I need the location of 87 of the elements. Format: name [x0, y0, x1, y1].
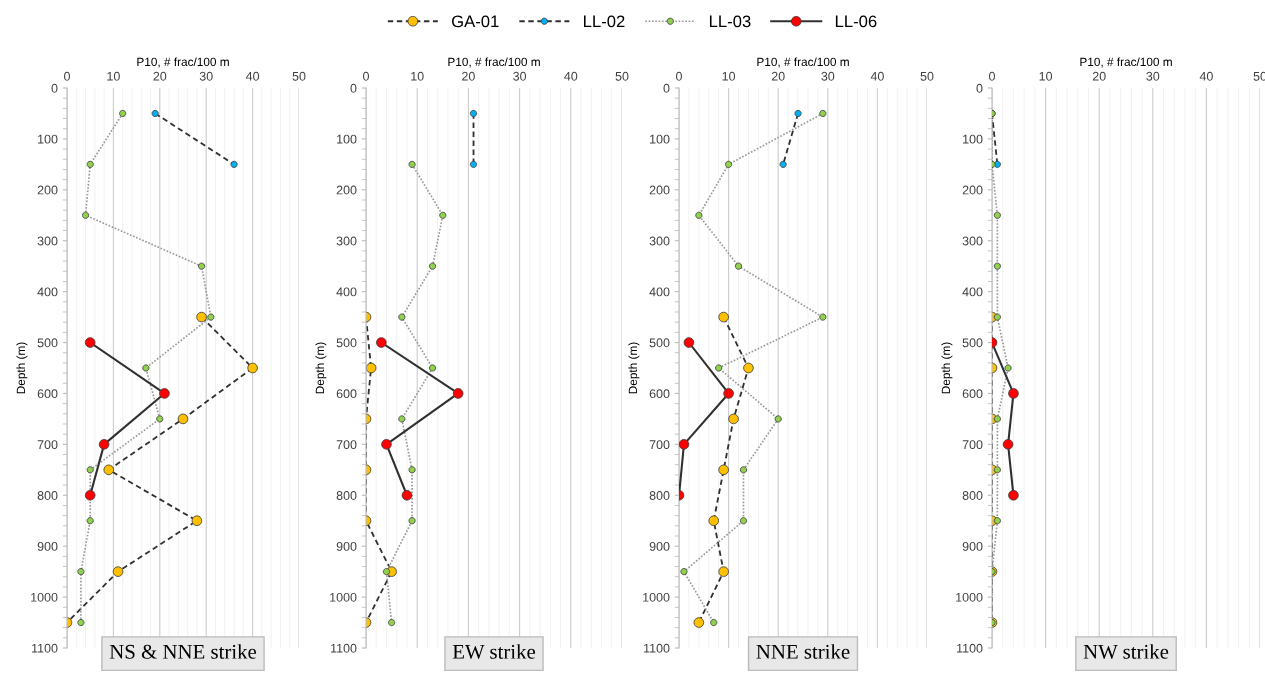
x-tick-label: 50	[292, 71, 306, 81]
y-tick-label: 0	[350, 83, 357, 93]
x-tick-label: 40	[870, 71, 884, 81]
annotation: NW strike	[1083, 644, 1169, 659]
x-tick-label: 10	[1039, 71, 1053, 81]
y-tick-label: 1000	[956, 592, 983, 602]
legend-label: LL-02	[584, 15, 625, 28]
x-tick-label: 0	[363, 71, 369, 81]
y-axis-title: Depth (m)	[941, 342, 953, 394]
x-tick-label: 50	[920, 71, 934, 81]
y-tick-label: 100	[963, 134, 983, 144]
y-axis-title: Depth (m)	[16, 342, 28, 394]
y-tick-label: 700	[37, 440, 58, 450]
y-tick-label: 600	[37, 389, 58, 399]
x-tick-label: 10	[722, 71, 736, 81]
x-tick-label: 30	[513, 71, 527, 81]
x-axis-title: P10, # frac/100 m	[757, 57, 849, 68]
y-tick-label: 900	[37, 541, 58, 551]
legend-label: LL-06	[835, 15, 877, 28]
y-tick-label: 800	[336, 491, 357, 500]
x-tick-label: 30	[1146, 71, 1160, 81]
y-tick-label: 800	[649, 491, 670, 500]
x-tick-label: 50	[615, 71, 629, 81]
y-tick-label: 1100	[957, 643, 983, 653]
y-tick-label: 200	[962, 185, 983, 195]
y-tick-label: 800	[37, 491, 58, 500]
y-tick-label: 700	[962, 440, 983, 450]
y-tick-label: 100	[337, 134, 357, 144]
x-axis-title: P10, # frac/100 m	[1080, 57, 1172, 68]
y-tick-label: 400	[37, 287, 58, 297]
x-axis-title: P10, # frac/100 m	[137, 57, 229, 68]
x-tick-label: 20	[153, 71, 167, 81]
x-tick-label: 20	[771, 71, 785, 81]
y-tick-label: 1100	[331, 643, 357, 653]
y-tick-label: 900	[962, 541, 983, 551]
x-tick-label: 40	[564, 71, 578, 81]
x-tick-label: 40	[245, 71, 260, 81]
y-tick-label: 1000	[643, 592, 670, 602]
y-tick-label: 1000	[330, 592, 357, 602]
y-tick-label: 200	[336, 185, 357, 195]
y-tick-label: 400	[649, 287, 670, 297]
y-tick-label: 300	[37, 236, 58, 246]
y-tick-label: 500	[37, 338, 58, 348]
y-tick-label: 100	[38, 134, 58, 144]
y-tick-label: 300	[649, 236, 670, 246]
x-tick-label: 10	[107, 71, 120, 81]
x-tick-label: 20	[462, 71, 475, 81]
y-tick-label: 0	[976, 83, 983, 93]
y-tick-label: 500	[336, 338, 357, 348]
y-tick-label: 700	[649, 440, 670, 450]
y-tick-label: 600	[336, 389, 357, 399]
annotation: NNE strike	[756, 644, 850, 659]
y-tick-label: 0	[663, 83, 670, 93]
x-tick-label: 0	[989, 71, 995, 81]
y-tick-label: 1000	[31, 592, 58, 602]
y-tick-label: 1100	[644, 643, 670, 653]
y-tick-label: 600	[649, 389, 670, 399]
y-tick-label: 300	[962, 236, 983, 246]
y-tick-label: 900	[649, 541, 670, 551]
y-tick-label: 200	[649, 185, 670, 195]
x-axis-title: P10, # frac/100 m	[448, 57, 540, 68]
y-tick-label: 500	[649, 338, 670, 348]
y-axis-title: Depth (m)	[315, 342, 327, 394]
legend-label: GA-01	[451, 15, 499, 28]
y-tick-label: 100	[650, 134, 670, 144]
x-tick-label: 30	[821, 71, 835, 81]
annotation: EW strike	[452, 644, 536, 659]
annotation: NS & NNE strike	[109, 644, 257, 659]
y-tick-label: 400	[336, 287, 357, 297]
legend-label: LL-03	[709, 15, 751, 28]
y-tick-label: 200	[37, 185, 58, 195]
y-tick-label: 600	[962, 389, 983, 399]
x-tick-label: 0	[676, 71, 682, 81]
y-axis-title: Depth (m)	[628, 342, 640, 394]
y-tick-label: 800	[962, 491, 983, 500]
y-tick-label: 1100	[32, 643, 58, 653]
y-tick-label: 900	[336, 541, 357, 551]
x-tick-label: 0	[64, 71, 70, 81]
y-tick-label: 300	[336, 236, 357, 246]
y-tick-label: 500	[962, 338, 983, 348]
y-tick-label: 700	[336, 440, 357, 450]
x-tick-label: 10	[411, 71, 424, 81]
y-tick-label: 400	[962, 287, 983, 297]
x-tick-label: 30	[199, 71, 213, 81]
x-tick-label: 20	[1092, 71, 1106, 81]
x-tick-label: 40	[1199, 71, 1213, 81]
y-tick-label: 0	[51, 83, 58, 93]
